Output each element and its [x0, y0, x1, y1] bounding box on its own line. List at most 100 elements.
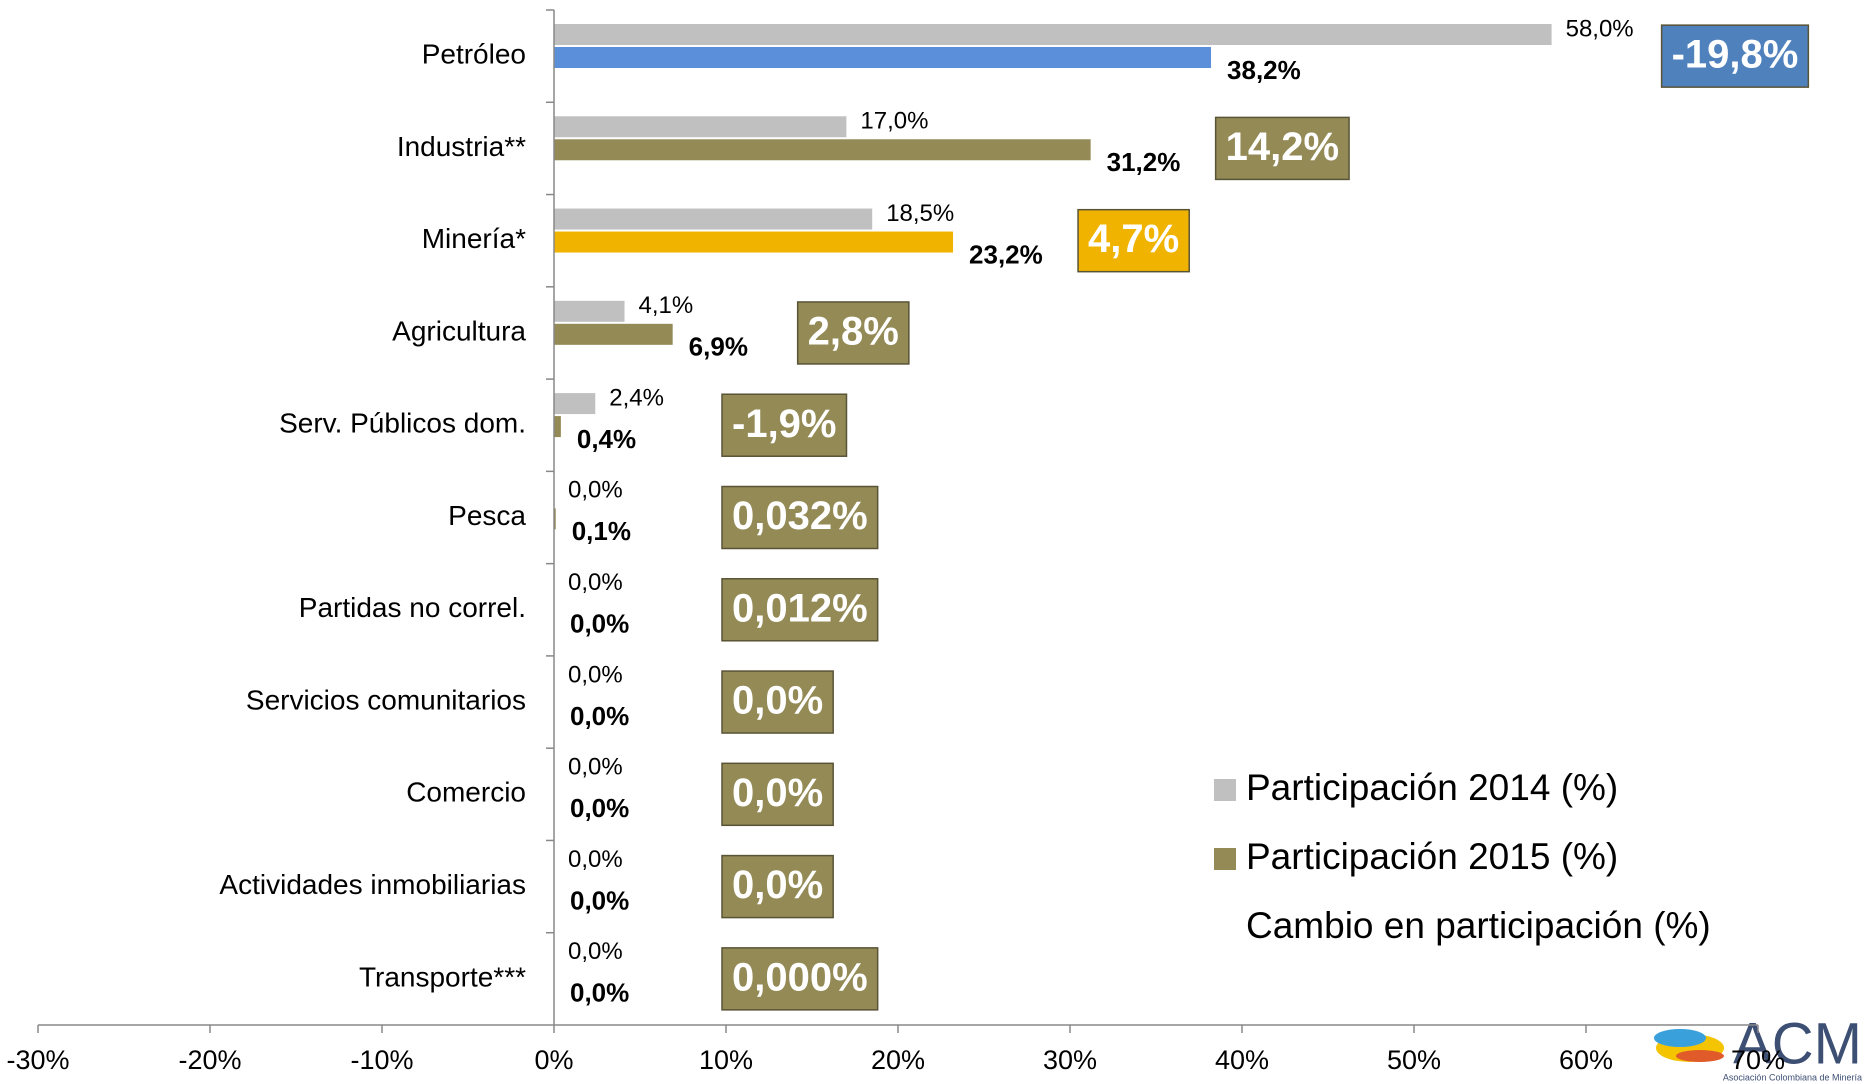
change-box: 2,8%	[796, 301, 910, 365]
change-box-bg	[1660, 24, 1810, 88]
change-box-bg	[796, 301, 910, 365]
change-label: 2,8%	[808, 310, 899, 354]
change-box-bg	[1077, 208, 1190, 273]
value-label: 0,0%	[568, 569, 623, 596]
change-box-bg	[721, 947, 879, 1011]
value-label: 0,0%	[570, 609, 629, 639]
change-box-bg	[721, 762, 834, 827]
value-label: 0,0%	[568, 938, 623, 965]
value-label: 6,9%	[689, 332, 748, 362]
value-label: 38,2%	[1227, 55, 1301, 85]
y-tick-label: Servicios comunitarios	[246, 684, 526, 715]
bar	[554, 393, 596, 415]
change-box: 14,2%	[1214, 116, 1350, 181]
bar	[554, 208, 873, 230]
change-box: -1,9%	[721, 393, 848, 457]
y-tick-label: Agricultura	[392, 315, 526, 346]
bar	[554, 116, 847, 138]
value-label: 31,2%	[1107, 147, 1181, 177]
value-label: 0,0%	[570, 978, 629, 1008]
x-tick-label: 20%	[871, 1045, 925, 1075]
bars	[554, 24, 1552, 530]
bar	[554, 47, 1212, 68]
y-tick-label: Comercio	[406, 777, 526, 808]
legend-swatch	[1214, 779, 1236, 801]
y-tick-label: Petróleo	[422, 39, 526, 70]
change-label: -19,8%	[1672, 33, 1799, 77]
value-label: 17,0%	[860, 108, 928, 135]
logo-text: ACM	[1733, 1011, 1862, 1076]
change-box: 0,012%	[721, 578, 879, 642]
change-box-bg	[721, 393, 848, 457]
logo-subtitle: Asociación Colombiana de Minería	[1723, 1072, 1862, 1082]
value-label: 2,4%	[609, 384, 664, 411]
bar	[554, 323, 673, 345]
x-tick-label: 50%	[1387, 1045, 1441, 1075]
change-label: 0,032%	[732, 494, 868, 538]
change-box-bg	[721, 578, 879, 642]
x-tick-label: 60%	[1559, 1045, 1613, 1075]
legend-label: Cambio en participación (%)	[1246, 905, 1711, 946]
legend-label: Participación 2015 (%)	[1246, 836, 1618, 877]
change-label: 0,000%	[732, 955, 868, 999]
y-tick-label: Actividades inmobiliarias	[219, 869, 526, 900]
value-label: 0,0%	[570, 885, 629, 915]
x-tick-label: 30%	[1043, 1045, 1097, 1075]
bar	[554, 231, 954, 253]
value-label: 0,0%	[568, 754, 623, 781]
value-label: 0,0%	[568, 661, 623, 688]
change-label: 14,2%	[1226, 125, 1339, 169]
value-label: 58,0%	[1566, 15, 1634, 42]
change-box: 0,032%	[721, 485, 879, 550]
x-tick-label: -20%	[178, 1045, 241, 1075]
x-tick-label: -30%	[6, 1045, 69, 1075]
change-label: 4,7%	[1088, 217, 1179, 261]
change-label: 0,0%	[732, 771, 823, 815]
value-label: 0,0%	[568, 846, 623, 873]
value-label: 0,0%	[568, 477, 623, 504]
value-label: 0,1%	[572, 516, 631, 546]
change-box-bg	[1214, 116, 1350, 181]
change-box: 0,0%	[721, 854, 834, 919]
change-box-bg	[721, 670, 834, 734]
value-label: 4,1%	[639, 292, 694, 319]
x-tick-label: 0%	[534, 1045, 573, 1075]
y-tick-label: Transporte***	[359, 961, 526, 992]
change-label: 0,0%	[732, 863, 823, 907]
logo: ACM Asociación Colombiana de Minería	[1654, 1011, 1862, 1082]
y-tick-label: Minería*	[422, 223, 526, 254]
logo-shape	[1654, 1029, 1706, 1047]
bar	[554, 508, 556, 530]
y-tick-label: Industria**	[397, 131, 526, 162]
x-tick-label: -10%	[350, 1045, 413, 1075]
value-label: 23,2%	[969, 239, 1043, 269]
value-label: 0,0%	[570, 793, 629, 823]
x-tick-label: 40%	[1215, 1045, 1269, 1075]
value-label: 0,4%	[577, 424, 636, 454]
x-tick-label: 70%	[1731, 1045, 1785, 1075]
change-label: 0,012%	[732, 586, 868, 630]
change-box: 0,0%	[721, 762, 834, 827]
value-label: 18,5%	[886, 200, 954, 227]
change-box: -19,8%	[1660, 24, 1810, 88]
x-tick-label: 10%	[699, 1045, 753, 1075]
y-tick-label: Pesca	[448, 500, 526, 531]
change-box: 0,000%	[721, 947, 879, 1011]
bar	[554, 300, 625, 322]
logo-shape	[1676, 1050, 1724, 1062]
y-tick-label: Partidas no correl.	[299, 592, 526, 623]
change-box: 4,7%	[1077, 208, 1190, 273]
change-box: 0,0%	[721, 670, 834, 734]
change-label: -1,9%	[732, 402, 837, 446]
change-box-bg	[721, 485, 879, 550]
legend-swatch	[1214, 848, 1236, 870]
bar	[554, 139, 1091, 161]
legend-label: Participación 2014 (%)	[1246, 767, 1618, 808]
bar	[554, 24, 1552, 45]
change-label: 0,0%	[732, 679, 823, 723]
change-box-bg	[721, 854, 834, 919]
bar	[554, 416, 561, 438]
value-label: 0,0%	[570, 701, 629, 731]
y-tick-label: Serv. Públicos dom.	[279, 408, 526, 439]
